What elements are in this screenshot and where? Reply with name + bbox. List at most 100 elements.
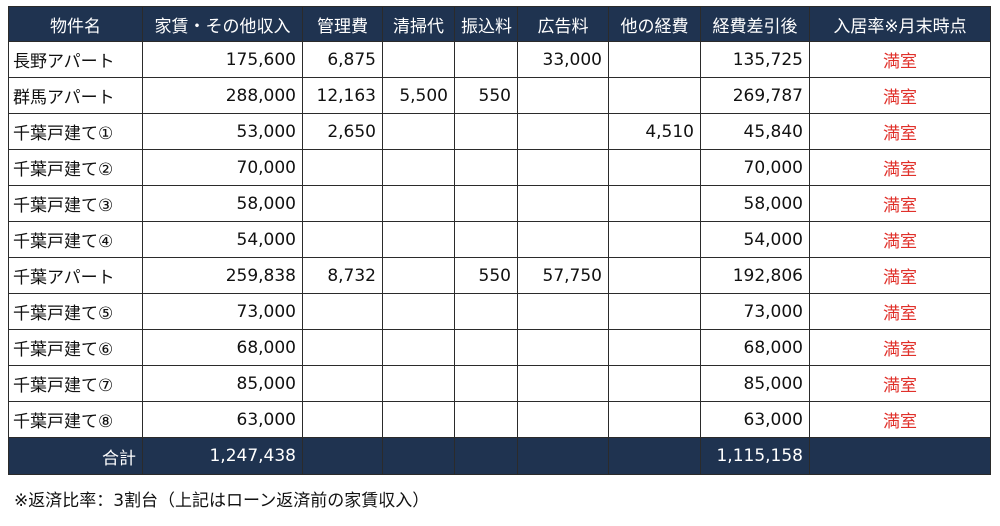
cleaning-fee-cell: 5,500 [382, 77, 455, 114]
income-cell: 70,000 [142, 149, 303, 186]
net-after-expenses-cell: 73,000 [700, 293, 810, 330]
advertising-fee-cell: 33,000 [517, 41, 609, 78]
income-cell: 259,838 [142, 257, 303, 294]
occupancy-status-cell: 満室 [809, 293, 991, 330]
transfer-fee-cell [454, 41, 518, 78]
other-expenses-cell [608, 329, 701, 366]
cleaning-fee-cell [382, 365, 455, 402]
net-after-expenses-cell: 85,000 [700, 365, 810, 402]
income-cell: 85,000 [142, 365, 303, 402]
header-advertising-fee: 広告料 [517, 6, 609, 42]
other-expenses-cell [608, 221, 701, 258]
other-expenses-cell [608, 401, 701, 438]
net-after-expenses-cell: 54,000 [700, 221, 810, 258]
advertising-fee-cell [517, 401, 609, 438]
advertising-fee-cell: 57,750 [517, 257, 609, 294]
property-name-cell: 群馬アパート [8, 77, 143, 114]
transfer-fee-cell [454, 329, 518, 366]
occupancy-status-cell: 満室 [809, 113, 991, 150]
table-header: 物件名 家賃・その他収入 管理費 清掃代 振込料 広告料 他の経費 経費差引後 … [8, 6, 991, 42]
occupancy-status-cell: 満室 [809, 221, 991, 258]
other-expenses-cell [608, 149, 701, 186]
management-fee-cell: 8,732 [302, 257, 383, 294]
other-expenses-cell [608, 293, 701, 330]
transfer-fee-cell: 550 [454, 257, 518, 294]
management-fee-cell [302, 329, 383, 366]
cleaning-fee-cell [382, 257, 455, 294]
cleaning-fee-cell [382, 41, 455, 78]
table-row: 群馬アパート 288,000 12,163 5,500 550 269,787 満室 [8, 77, 991, 114]
total-empty-cell [302, 437, 383, 475]
property-name-cell: 千葉戸建て⑤ [8, 293, 143, 330]
property-name-cell: 千葉戸建て⑧ [8, 401, 143, 438]
income-cell: 54,000 [142, 221, 303, 258]
net-after-expenses-cell: 70,000 [700, 149, 810, 186]
property-name-cell: 千葉戸建て⑥ [8, 329, 143, 366]
cleaning-fee-cell [382, 113, 455, 150]
income-cell: 53,000 [142, 113, 303, 150]
net-after-expenses-cell: 45,840 [700, 113, 810, 150]
net-after-expenses-cell: 68,000 [700, 329, 810, 366]
management-fee-cell [302, 293, 383, 330]
occupancy-status-cell: 満室 [809, 41, 991, 78]
header-transfer-fee: 振込料 [454, 6, 518, 42]
transfer-fee-cell [454, 221, 518, 258]
net-after-expenses-cell: 58,000 [700, 185, 810, 222]
other-expenses-cell [608, 257, 701, 294]
transfer-fee-cell [454, 185, 518, 222]
total-label: 合計 [8, 437, 143, 475]
management-fee-cell: 6,875 [302, 41, 383, 78]
management-fee-cell [302, 221, 383, 258]
net-after-expenses-cell: 192,806 [700, 257, 810, 294]
total-net: 1,115,158 [700, 437, 810, 475]
cleaning-fee-cell [382, 185, 455, 222]
advertising-fee-cell [517, 149, 609, 186]
management-fee-cell [302, 149, 383, 186]
table-row: 千葉戸建て⑤ 73,000 73,000 満室 [8, 293, 991, 330]
advertising-fee-cell [517, 293, 609, 330]
header-occupancy-rate: 入居率※月末時点 [809, 6, 991, 42]
transfer-fee-cell [454, 401, 518, 438]
table-row: 千葉アパート 259,838 8,732 550 57,750 192,806 満室 [8, 257, 991, 294]
occupancy-status-cell: 満室 [809, 185, 991, 222]
table-footer: 合計 1,247,438 1,115,158 [8, 437, 991, 475]
income-cell: 68,000 [142, 329, 303, 366]
table-row: 千葉戸建て③ 58,000 58,000 満室 [8, 185, 991, 222]
net-after-expenses-cell: 63,000 [700, 401, 810, 438]
table-row: 千葉戸建て① 53,000 2,650 4,510 45,840 満室 [8, 113, 991, 150]
other-expenses-cell [608, 77, 701, 114]
header-management-fee: 管理費 [302, 6, 383, 42]
transfer-fee-cell [454, 293, 518, 330]
income-cell: 175,600 [142, 41, 303, 78]
header-property-name: 物件名 [8, 6, 143, 42]
header-other-expenses: 他の経費 [608, 6, 701, 42]
property-name-cell: 千葉戸建て⑦ [8, 365, 143, 402]
property-name-cell: 千葉戸建て④ [8, 221, 143, 258]
header-income: 家賃・その他収入 [142, 6, 303, 42]
cleaning-fee-cell [382, 221, 455, 258]
property-name-cell: 千葉アパート [8, 257, 143, 294]
management-fee-cell [302, 401, 383, 438]
header-row: 物件名 家賃・その他収入 管理費 清掃代 振込料 広告料 他の経費 経費差引後 … [8, 6, 991, 42]
occupancy-status-cell: 満室 [809, 149, 991, 186]
advertising-fee-cell [517, 185, 609, 222]
cleaning-fee-cell [382, 149, 455, 186]
management-fee-cell: 2,650 [302, 113, 383, 150]
total-empty-cell [454, 437, 518, 475]
net-after-expenses-cell: 135,725 [700, 41, 810, 78]
table-row: 千葉戸建て② 70,000 70,000 満室 [8, 149, 991, 186]
cleaning-fee-cell [382, 329, 455, 366]
transfer-fee-cell [454, 113, 518, 150]
table-row: 千葉戸建て④ 54,000 54,000 満室 [8, 221, 991, 258]
advertising-fee-cell [517, 329, 609, 366]
header-net-after-expenses: 経費差引後 [700, 6, 810, 42]
occupancy-status-cell: 満室 [809, 365, 991, 402]
cleaning-fee-cell [382, 293, 455, 330]
total-empty-cell [809, 437, 991, 475]
management-fee-cell [302, 365, 383, 402]
net-after-expenses-cell: 269,787 [700, 77, 810, 114]
property-name-cell: 千葉戸建て② [8, 149, 143, 186]
footnote: ※返済比率：3割台（上記はローン返済前の家賃収入） [14, 491, 430, 511]
property-income-table: 物件名 家賃・その他収入 管理費 清掃代 振込料 広告料 他の経費 経費差引後 … [8, 6, 991, 475]
